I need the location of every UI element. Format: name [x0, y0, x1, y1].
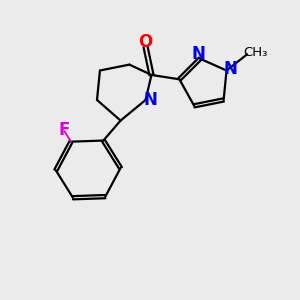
Text: CH₃: CH₃ — [243, 46, 268, 59]
Text: N: N — [192, 45, 206, 63]
Text: F: F — [59, 121, 70, 139]
Text: O: O — [139, 33, 153, 51]
Text: N: N — [144, 91, 158, 109]
Text: N: N — [223, 60, 237, 78]
